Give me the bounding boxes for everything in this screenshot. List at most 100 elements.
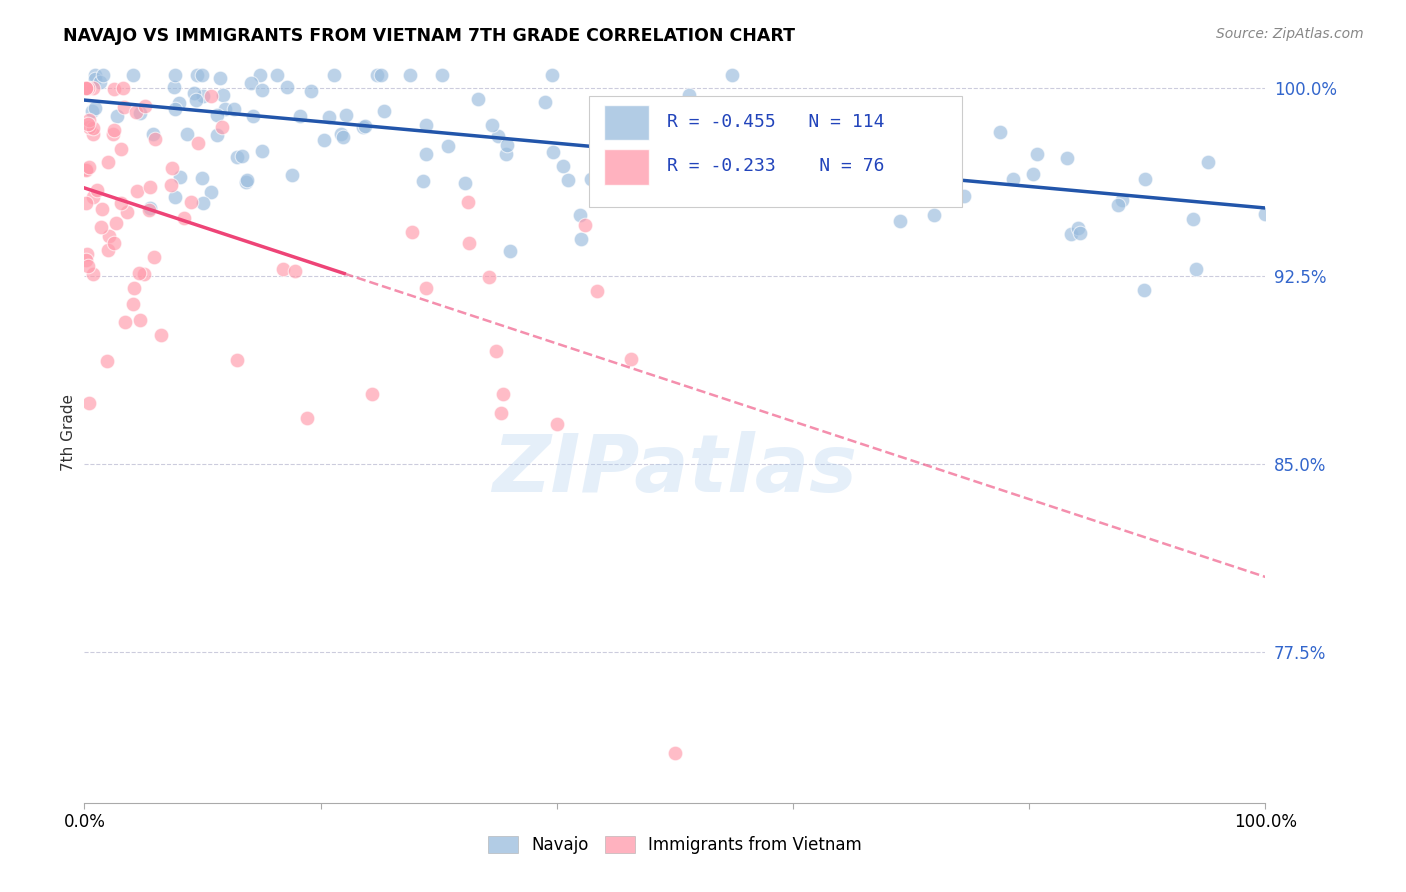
Point bbox=[180, 194, 202, 209]
Point bbox=[585, 284, 607, 298]
Point bbox=[96, 354, 118, 368]
Point bbox=[699, 148, 721, 162]
Point bbox=[82, 190, 104, 204]
Point bbox=[366, 68, 388, 82]
Point bbox=[79, 396, 101, 410]
Point bbox=[205, 128, 228, 142]
Point bbox=[492, 387, 515, 401]
Point bbox=[430, 68, 453, 82]
Point bbox=[299, 84, 322, 98]
Point bbox=[191, 170, 214, 185]
Point bbox=[249, 68, 271, 82]
Point bbox=[314, 133, 336, 147]
Point bbox=[75, 196, 97, 211]
Point bbox=[91, 68, 114, 82]
Point bbox=[183, 86, 205, 100]
Point bbox=[1108, 198, 1130, 212]
Point bbox=[110, 196, 132, 211]
Point bbox=[574, 218, 596, 232]
Point bbox=[208, 71, 231, 86]
Point bbox=[242, 109, 264, 123]
Point bbox=[415, 146, 437, 161]
Point bbox=[815, 115, 838, 129]
Point bbox=[212, 88, 235, 103]
Point bbox=[77, 260, 100, 274]
Point bbox=[129, 313, 152, 327]
Point bbox=[353, 119, 375, 133]
Point bbox=[1002, 172, 1025, 186]
Point bbox=[165, 190, 187, 204]
Point bbox=[214, 103, 236, 117]
Text: NAVAJO VS IMMIGRANTS FROM VIETNAM 7TH GRADE CORRELATION CHART: NAVAJO VS IMMIGRANTS FROM VIETNAM 7TH GR… bbox=[63, 27, 796, 45]
Point bbox=[97, 155, 120, 169]
Point bbox=[165, 102, 187, 116]
Point bbox=[82, 267, 104, 281]
Point bbox=[1253, 206, 1275, 220]
Point bbox=[89, 75, 111, 89]
Point bbox=[579, 171, 602, 186]
Point bbox=[485, 344, 508, 359]
Point bbox=[173, 211, 195, 226]
Point bbox=[454, 177, 477, 191]
Point bbox=[401, 226, 423, 240]
Point bbox=[75, 163, 97, 178]
Point bbox=[415, 281, 437, 295]
Point bbox=[557, 173, 579, 187]
Point bbox=[322, 68, 344, 82]
Point bbox=[599, 139, 621, 153]
Point bbox=[138, 202, 160, 217]
Point bbox=[273, 262, 295, 277]
Point bbox=[399, 68, 422, 82]
Point bbox=[211, 120, 233, 135]
Point bbox=[163, 80, 186, 95]
Point bbox=[75, 80, 97, 95]
Point bbox=[1067, 221, 1090, 235]
Point bbox=[546, 417, 568, 431]
Point bbox=[335, 108, 357, 122]
Point bbox=[953, 189, 976, 203]
Point bbox=[236, 173, 259, 187]
Point bbox=[77, 113, 100, 128]
Point bbox=[77, 120, 100, 135]
Point bbox=[75, 80, 97, 95]
Point bbox=[373, 104, 395, 119]
Point bbox=[284, 264, 307, 278]
Point bbox=[176, 127, 198, 141]
Point bbox=[481, 118, 503, 132]
Point bbox=[276, 80, 298, 95]
Point bbox=[103, 81, 125, 95]
Point bbox=[191, 196, 214, 211]
Point bbox=[190, 68, 212, 82]
Point bbox=[489, 406, 512, 420]
Point bbox=[607, 131, 630, 145]
Point bbox=[142, 128, 165, 142]
Point bbox=[1069, 226, 1091, 240]
Point bbox=[139, 180, 162, 194]
Point bbox=[97, 228, 120, 243]
Text: R = -0.233    N = 76: R = -0.233 N = 76 bbox=[666, 157, 884, 175]
Point bbox=[235, 174, 257, 188]
Point bbox=[122, 297, 145, 311]
Point bbox=[122, 280, 145, 294]
Point bbox=[495, 147, 517, 161]
Point bbox=[541, 68, 564, 82]
Point bbox=[160, 161, 183, 176]
FancyBboxPatch shape bbox=[605, 149, 650, 185]
Point bbox=[207, 107, 229, 121]
Point bbox=[139, 201, 162, 215]
Point bbox=[224, 102, 246, 116]
Point bbox=[110, 142, 132, 156]
Point bbox=[659, 180, 682, 194]
Point bbox=[187, 136, 209, 150]
Point bbox=[666, 158, 689, 172]
Point bbox=[612, 193, 634, 207]
Point bbox=[297, 411, 319, 425]
Point bbox=[96, 243, 118, 257]
Point bbox=[478, 270, 501, 285]
Point bbox=[569, 208, 592, 222]
Point bbox=[889, 214, 911, 228]
Point bbox=[988, 125, 1011, 139]
Point bbox=[114, 315, 136, 329]
Point bbox=[150, 327, 173, 342]
Point bbox=[569, 232, 592, 246]
